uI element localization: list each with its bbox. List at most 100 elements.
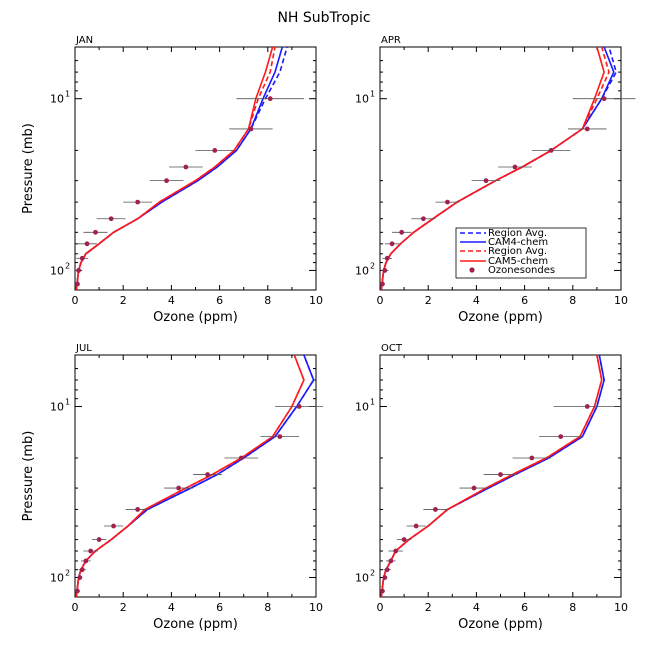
sonde-point: [84, 241, 90, 247]
sonde-point: [296, 404, 302, 409]
legend-entry: CAM5-chem: [488, 256, 548, 267]
x-tick-label: 2: [120, 601, 127, 614]
y-axis-label: Pressure (mb): [21, 431, 36, 522]
series-line-cam4-chem-region-avg-: [75, 355, 315, 597]
series-group: [380, 355, 605, 597]
x-tick-label: 4: [473, 294, 480, 307]
x-axis-label: Ozone (ppm): [153, 617, 238, 632]
series-group: [380, 47, 618, 290]
series-line-cam5-chem-region-avg-: [75, 355, 305, 597]
sonde-point: [83, 558, 89, 564]
sonde-point: [382, 575, 388, 580]
legend-entry: Ozonesondes: [488, 265, 555, 276]
y-tick-label: 10: [50, 264, 64, 277]
sonde-point: [79, 255, 85, 261]
sonde-point: [382, 268, 388, 273]
plot-frame: [74, 354, 317, 598]
sonde-point: [584, 404, 590, 409]
sonde-point: [79, 567, 85, 573]
x-tick-label: 8: [264, 294, 271, 307]
sonde-point: [277, 434, 283, 440]
y-tick-label: 10: [355, 93, 369, 106]
y-tick-label: 10: [50, 400, 64, 413]
x-tick-label: 8: [569, 601, 576, 614]
sonde-point: [164, 178, 169, 184]
legend-entry: CAM4-chem: [488, 237, 548, 248]
sonde-point: [529, 455, 535, 461]
series-line-cam4-chem: [75, 47, 284, 290]
series-group: [75, 47, 288, 290]
sonde-point: [384, 255, 390, 261]
sonde-point: [548, 147, 554, 153]
x-tick-label: 8: [264, 601, 271, 614]
sonde-point: [135, 507, 141, 512]
sonde-point: [267, 96, 273, 102]
sonde-point: [108, 216, 114, 222]
panel-label: JAN: [75, 35, 93, 46]
series-line-cam4-chem: [380, 355, 605, 597]
sonde-point: [512, 164, 518, 170]
y-tick-label: 10: [355, 264, 369, 277]
sonde-point: [176, 485, 182, 491]
sonde-point: [75, 588, 80, 594]
x-tick-label: 6: [216, 601, 223, 614]
series-line-cam5-chem-region-avg-: [380, 355, 603, 597]
sonde-point: [183, 164, 189, 170]
sonde-point: [445, 199, 450, 205]
sonde-point: [380, 281, 385, 287]
sonde-point: [388, 558, 394, 564]
sonde-point: [380, 588, 385, 594]
y-tick-exponent: 1: [65, 397, 70, 406]
series-line-cam5-chem: [380, 47, 605, 290]
x-tick-label: 6: [521, 294, 528, 307]
sonde-point: [413, 523, 419, 529]
sonde-point: [393, 548, 399, 554]
series-line-cam4-chem: [75, 355, 315, 597]
x-tick-label: 10: [309, 601, 323, 614]
y-tick-label: 10: [50, 93, 64, 106]
sonde-point: [601, 96, 607, 102]
sonde-point: [212, 147, 218, 153]
y-tick-exponent: 2: [370, 261, 375, 270]
x-tick-label: 6: [521, 601, 528, 614]
sonde-point: [558, 434, 564, 440]
y-tick-exponent: 2: [370, 569, 375, 578]
x-tick-label: 4: [168, 601, 175, 614]
sonde-point: [433, 507, 438, 512]
x-tick-label: 6: [216, 294, 223, 307]
sonde-point: [135, 199, 141, 205]
x-tick-label: 2: [425, 294, 432, 307]
sonde-point: [77, 575, 83, 580]
x-tick-label: 4: [168, 294, 175, 307]
sonde-point: [93, 229, 98, 235]
sonde-point: [389, 241, 395, 247]
sonde-point: [96, 537, 102, 542]
legend-entry: Region Avg.: [488, 246, 547, 257]
x-tick-label: 10: [614, 601, 628, 614]
sonde-point: [471, 485, 477, 491]
sonde-point: [483, 178, 489, 184]
sonde-point: [76, 268, 82, 273]
panel-label: APR: [381, 35, 401, 46]
y-tick-label: 10: [355, 572, 369, 585]
sonde-point: [238, 455, 244, 461]
sonde-point: [420, 216, 426, 222]
series-line-cam5-chem: [380, 355, 603, 597]
x-axis-label: Ozone (ppm): [458, 617, 543, 632]
sonde-point: [399, 229, 405, 235]
legend-box: [455, 227, 587, 279]
y-tick-exponent: 1: [370, 397, 375, 406]
x-tick-label: 2: [120, 294, 127, 307]
series-line-cam4-chem-region-avg-: [380, 355, 605, 597]
plot-frame: [74, 46, 317, 291]
x-axis-label: Ozone (ppm): [153, 310, 238, 325]
y-tick-exponent: 1: [65, 90, 70, 99]
y-tick-label: 10: [50, 572, 64, 585]
sonde-point: [384, 567, 390, 573]
legend-marker: [469, 267, 475, 273]
sonde-point: [248, 126, 254, 132]
panel-label: OCT: [381, 343, 403, 354]
x-tick-label: 2: [425, 601, 432, 614]
y-tick-exponent: 2: [65, 569, 70, 578]
